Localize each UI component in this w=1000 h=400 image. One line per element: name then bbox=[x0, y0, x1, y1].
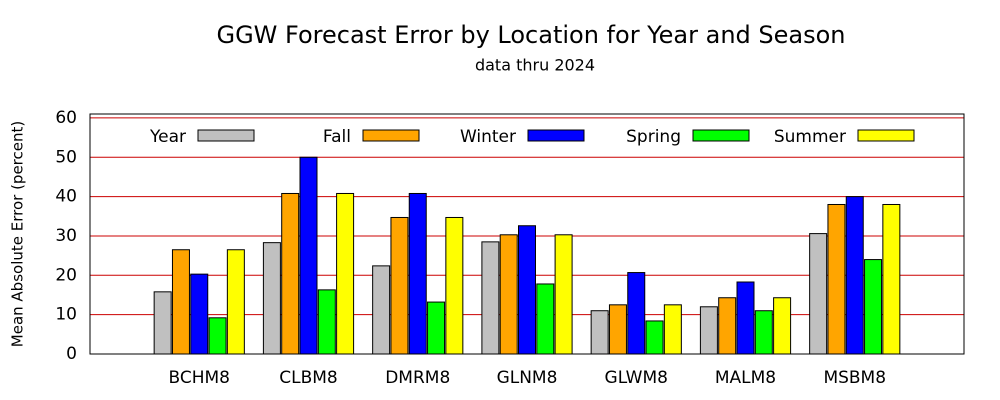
bar bbox=[773, 297, 792, 355]
x-tick-label: BCHM8 bbox=[168, 368, 230, 388]
bar bbox=[736, 281, 755, 355]
bar bbox=[317, 289, 336, 355]
bar bbox=[845, 196, 864, 355]
bar bbox=[336, 192, 355, 355]
bar bbox=[372, 265, 391, 355]
y-tick-label: 10 bbox=[55, 305, 77, 325]
x-tick-label: CLBM8 bbox=[279, 368, 338, 388]
bar bbox=[445, 216, 464, 355]
x-tick-label: MSBM8 bbox=[823, 368, 886, 388]
bar bbox=[627, 272, 646, 355]
legend-swatch bbox=[857, 129, 915, 142]
bar bbox=[590, 310, 609, 355]
chart-subtitle: data thru 2024 bbox=[475, 56, 595, 75]
bar bbox=[153, 291, 172, 355]
chart-title: GGW Forecast Error by Location for Year … bbox=[216, 21, 845, 49]
y-tick-label: 30 bbox=[55, 226, 77, 246]
bar bbox=[262, 242, 281, 355]
bar bbox=[645, 320, 664, 355]
bar bbox=[608, 304, 627, 355]
bar bbox=[190, 273, 209, 355]
legend-swatch bbox=[527, 129, 585, 142]
y-tick-label: 60 bbox=[55, 108, 77, 128]
legend-label: Fall bbox=[323, 127, 351, 147]
bar bbox=[281, 192, 300, 355]
legend-label: Summer bbox=[774, 127, 846, 147]
bar bbox=[427, 301, 446, 355]
bar bbox=[809, 233, 828, 355]
bar bbox=[299, 156, 318, 355]
bar bbox=[754, 310, 773, 355]
x-tick-label: GLNM8 bbox=[497, 368, 558, 388]
bar bbox=[499, 234, 518, 355]
y-tick-label: 20 bbox=[55, 265, 77, 285]
bar bbox=[718, 297, 737, 355]
y-tick-label: 40 bbox=[55, 187, 77, 207]
y-tick-label: 0 bbox=[66, 344, 77, 364]
x-tick-label: MALM8 bbox=[715, 368, 776, 388]
bar bbox=[699, 306, 718, 355]
legend-swatch bbox=[362, 129, 420, 142]
bar bbox=[864, 259, 883, 355]
bar bbox=[408, 192, 427, 355]
bar bbox=[554, 234, 573, 355]
legend-label: Year bbox=[149, 127, 186, 147]
bar bbox=[481, 241, 500, 355]
y-axis-label: Mean Absolute Error (percent) bbox=[9, 121, 27, 347]
legend-swatch bbox=[692, 129, 750, 142]
x-tick-label: GLWM8 bbox=[605, 368, 668, 388]
bar bbox=[827, 203, 846, 355]
bar bbox=[518, 225, 536, 355]
legend-swatch bbox=[197, 129, 255, 142]
bar bbox=[882, 203, 901, 355]
bar bbox=[226, 249, 245, 355]
bar bbox=[390, 216, 409, 355]
bar bbox=[208, 317, 227, 355]
bar bbox=[536, 283, 555, 355]
legend-label: Spring bbox=[626, 127, 681, 147]
legend-label: Winter bbox=[460, 127, 516, 147]
bar bbox=[663, 304, 682, 355]
y-tick-label: 50 bbox=[55, 147, 77, 167]
x-tick-label: DMRM8 bbox=[385, 368, 450, 388]
bar bbox=[171, 249, 190, 355]
